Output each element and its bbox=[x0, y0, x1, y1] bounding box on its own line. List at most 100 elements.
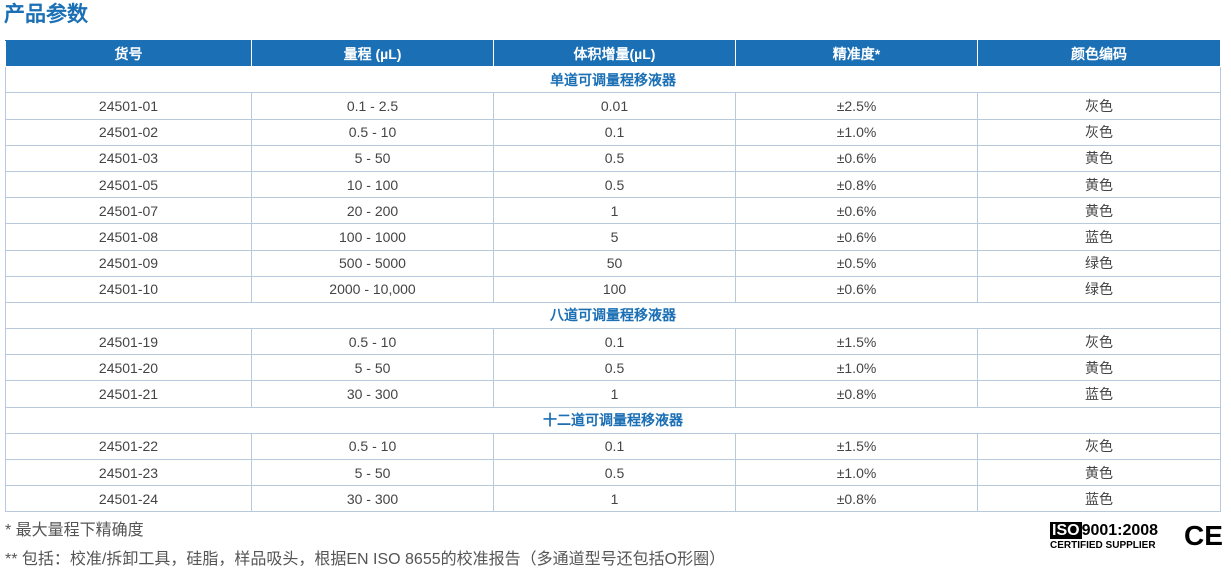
data-row: 24501-02 0.5 - 10 0.1 ±1.0% 灰色 bbox=[5, 118, 1221, 146]
data-row: 24501-24 30 - 300 1 ±0.8% 蓝色 bbox=[5, 485, 1221, 513]
cell: 黄色 bbox=[977, 354, 1221, 382]
cell: ±0.8% bbox=[735, 170, 978, 199]
cell: 5 - 50 bbox=[251, 458, 494, 487]
cell: ±0.6% bbox=[735, 223, 978, 251]
cell: 100 - 1000 bbox=[251, 223, 494, 251]
cell: 绿色 bbox=[977, 249, 1221, 277]
section-row: 八道可调量程移液器 bbox=[5, 301, 1221, 330]
cell: 0.5 - 10 bbox=[251, 118, 494, 146]
cell: 20 - 200 bbox=[251, 197, 494, 225]
cell: 24501-20 bbox=[5, 354, 252, 382]
cell: ±0.5% bbox=[735, 249, 978, 277]
column-header: 量程 (µL) bbox=[251, 39, 494, 68]
cell: 1 bbox=[493, 485, 736, 513]
data-row: 24501-09 500 - 5000 50 ±0.5% 绿色 bbox=[5, 249, 1221, 277]
cell: 24501-07 bbox=[5, 197, 252, 225]
cell: 0.01 bbox=[493, 92, 736, 120]
cell: ±0.8% bbox=[735, 485, 978, 513]
cell: 1 bbox=[493, 380, 736, 408]
cell: 24501-19 bbox=[5, 328, 252, 356]
cell: 24501-08 bbox=[5, 223, 252, 251]
cell: 10 - 100 bbox=[251, 170, 494, 199]
cell: 灰色 bbox=[977, 118, 1221, 146]
cell: 24501-10 bbox=[5, 275, 252, 303]
iso-standard: 9001:2008 bbox=[1081, 522, 1159, 539]
section-title: 单道可调量程移液器 bbox=[5, 66, 1221, 94]
cell: 5 bbox=[493, 223, 736, 251]
cell: 24501-24 bbox=[5, 485, 252, 513]
cell: 24501-05 bbox=[5, 170, 252, 199]
data-row: 24501-19 0.5 - 10 0.1 ±1.5% 灰色 bbox=[5, 328, 1221, 356]
spec-table: 货号 量程 (µL) 体积增量(µL) 精准度* 颜色编码 单道可调量程移液器 24501… bbox=[5, 39, 1221, 513]
cell: ±1.0% bbox=[735, 118, 978, 146]
cell: 黄色 bbox=[977, 144, 1221, 172]
cell: 0.5 - 10 bbox=[251, 328, 494, 356]
cell: 0.1 bbox=[493, 432, 736, 461]
data-row: 24501-22 0.5 - 10 0.1 ±1.5% 灰色 bbox=[5, 432, 1221, 461]
cell: 0.5 bbox=[493, 144, 736, 172]
cell: 24501-01 bbox=[5, 92, 252, 120]
cell: 24501-02 bbox=[5, 118, 252, 146]
cell: 绿色 bbox=[977, 275, 1221, 303]
iso-mark: ISO bbox=[1050, 522, 1082, 539]
cell: ±1.0% bbox=[735, 354, 978, 382]
certified-supplier: CERTIFIED SUPPLIER bbox=[1050, 540, 1156, 551]
column-header: 颜色编码 bbox=[977, 39, 1221, 68]
cell: ±0.6% bbox=[735, 197, 978, 225]
section-title: 十二道可调量程移液器 bbox=[5, 406, 1221, 434]
cell: 灰色 bbox=[977, 328, 1221, 356]
cell: 0.5 bbox=[493, 170, 736, 199]
page-title: 产品参数 bbox=[4, 3, 88, 26]
cell: ±0.6% bbox=[735, 275, 978, 303]
column-header: 精准度* bbox=[735, 39, 978, 68]
cell: 黄色 bbox=[977, 197, 1221, 225]
cell: ±1.5% bbox=[735, 432, 978, 461]
cell: 100 bbox=[493, 275, 736, 303]
column-header: 体积增量(µL) bbox=[493, 39, 736, 68]
column-header: 货号 bbox=[5, 39, 252, 68]
cell: ±1.0% bbox=[735, 458, 978, 487]
data-row: 24501-01 0.1 - 2.5 0.01 ±2.5% 灰色 bbox=[5, 92, 1221, 120]
cell: 蓝色 bbox=[977, 380, 1221, 408]
data-row: 24501-03 5 - 50 0.5 ±0.6% 黄色 bbox=[5, 144, 1221, 172]
data-row: 24501-10 2000 - 10,000 100 ±0.6% 绿色 bbox=[5, 275, 1221, 303]
cell: 0.5 bbox=[493, 354, 736, 382]
certification: ISO 9001:2008 CERTIFIED SUPPLIER CE bbox=[1050, 520, 1223, 554]
section-row: 单道可调量程移液器 bbox=[5, 66, 1221, 94]
section-title: 八道可调量程移液器 bbox=[5, 301, 1221, 330]
footnote: * 最大量程下精确度 bbox=[5, 522, 144, 539]
cell: 24501-03 bbox=[5, 144, 252, 172]
cell: 5 - 50 bbox=[251, 354, 494, 382]
cell: 灰色 bbox=[977, 92, 1221, 120]
data-row: 24501-08 100 - 1000 5 ±0.6% 蓝色 bbox=[5, 223, 1221, 251]
cell: 50 bbox=[493, 249, 736, 277]
cell: 24501-22 bbox=[5, 432, 252, 461]
data-row: 24501-23 5 - 50 0.5 ±1.0% 黄色 bbox=[5, 458, 1221, 487]
ce-mark: CE bbox=[1184, 520, 1223, 551]
cell: 24501-21 bbox=[5, 380, 252, 408]
cell: ±2.5% bbox=[735, 92, 978, 120]
section-row: 十二道可调量程移液器 bbox=[5, 406, 1221, 434]
iso-logo: ISO 9001:2008 bbox=[1050, 522, 1158, 540]
data-row: 24501-07 20 - 200 1 ±0.6% 黄色 bbox=[5, 197, 1221, 225]
cell: 24501-23 bbox=[5, 458, 252, 487]
data-row: 24501-20 5 - 50 0.5 ±1.0% 黄色 bbox=[5, 354, 1221, 382]
cell: ±0.6% bbox=[735, 144, 978, 172]
cell: 30 - 300 bbox=[251, 380, 494, 408]
cell: 2000 - 10,000 bbox=[251, 275, 494, 303]
cell: 0.5 - 10 bbox=[251, 432, 494, 461]
table-body: 单道可调量程移液器 24501-01 0.1 - 2.5 0.01 ±2.5% 灰色 245… bbox=[5, 66, 1221, 513]
cell: 5 - 50 bbox=[251, 144, 494, 172]
cell: 1 bbox=[493, 197, 736, 225]
cell: 黄色 bbox=[977, 170, 1221, 199]
cell: 0.1 bbox=[493, 118, 736, 146]
cell: 0.1 - 2.5 bbox=[251, 92, 494, 120]
cell: 灰色 bbox=[977, 432, 1221, 461]
cell: 24501-09 bbox=[5, 249, 252, 277]
cell: 500 - 5000 bbox=[251, 249, 494, 277]
cell: 0.5 bbox=[493, 458, 736, 487]
header-row: 货号 量程 (µL) 体积增量(µL) 精准度* 颜色编码 bbox=[5, 39, 1221, 68]
data-row: 24501-21 30 - 300 1 ±0.8% 蓝色 bbox=[5, 380, 1221, 408]
cell: 黄色 bbox=[977, 458, 1221, 487]
